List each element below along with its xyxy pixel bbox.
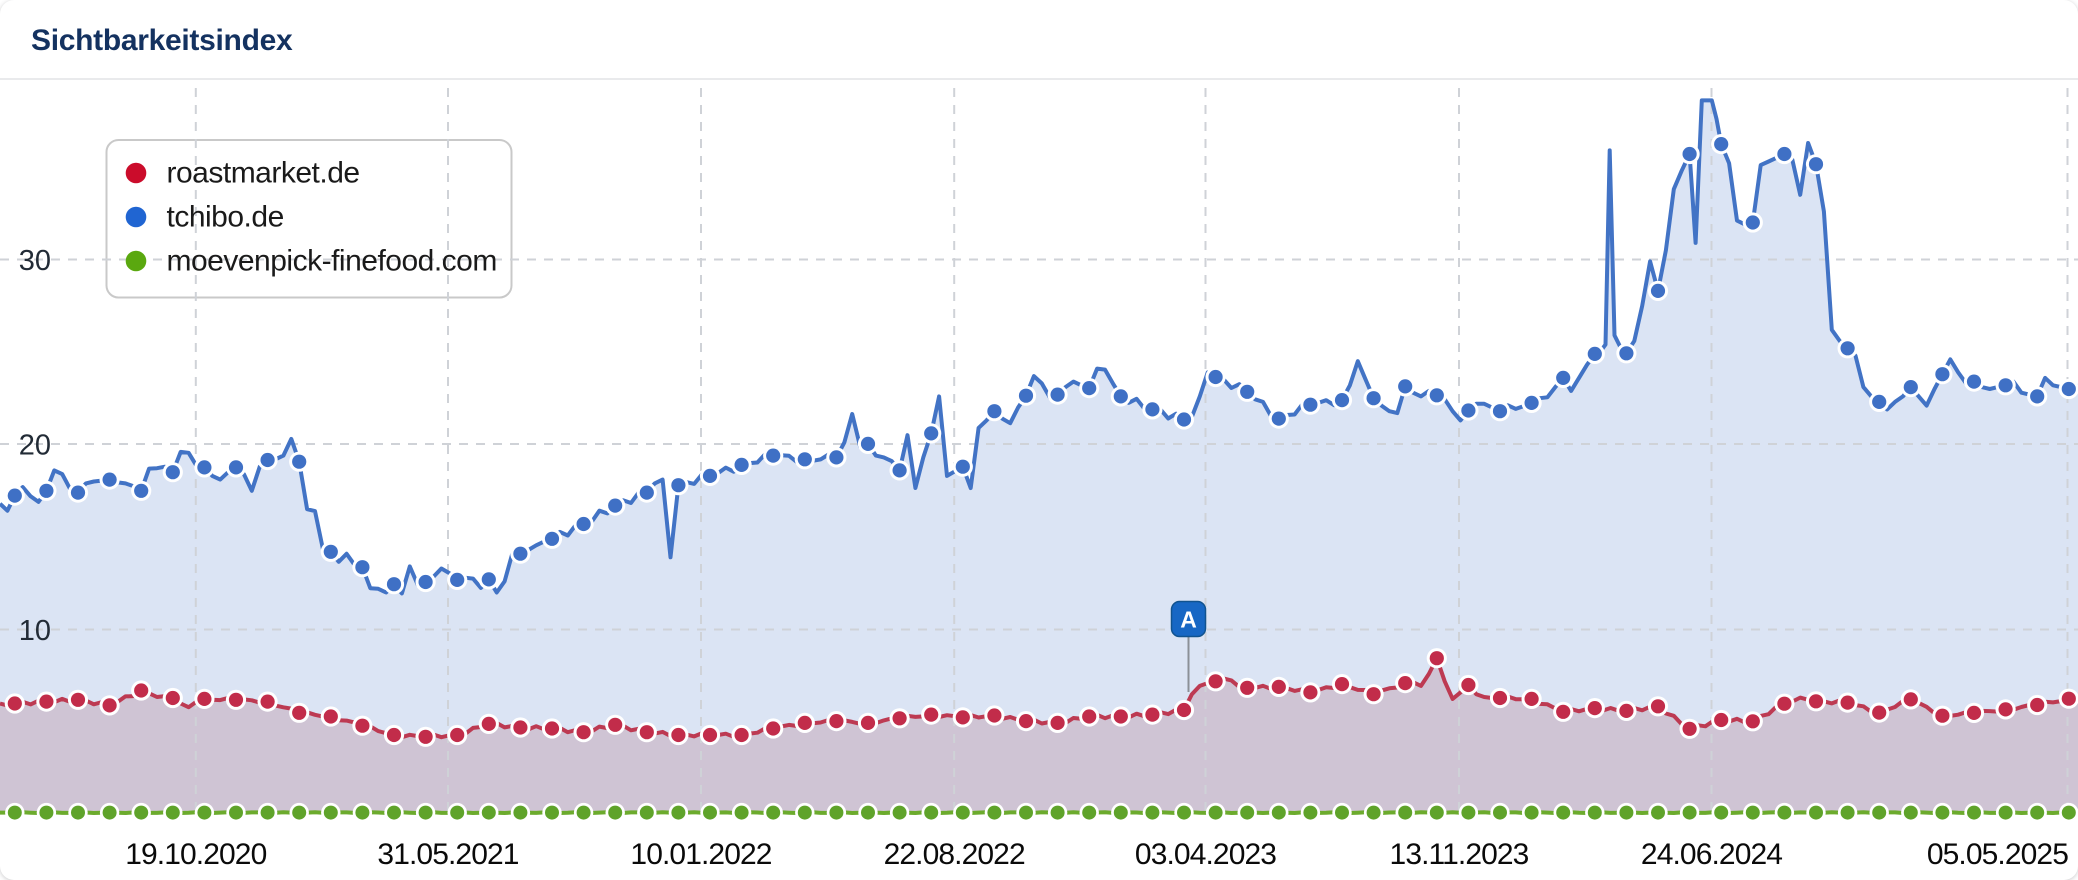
- svg-text:A: A: [1180, 607, 1197, 633]
- svg-text:moevenpick-finefood.com: moevenpick-finefood.com: [167, 245, 497, 278]
- svg-text:13.11.2023: 13.11.2023: [1390, 838, 1529, 871]
- svg-text:10.01.2022: 10.01.2022: [630, 838, 771, 871]
- svg-text:05.05.2025: 05.05.2025: [1927, 838, 2068, 871]
- svg-text:22.08.2022: 22.08.2022: [884, 838, 1025, 871]
- svg-text:03.04.2023: 03.04.2023: [1135, 838, 1276, 871]
- svg-text:19.10.2020: 19.10.2020: [125, 838, 266, 871]
- svg-text:10: 10: [19, 615, 51, 647]
- svg-text:tchibo.de: tchibo.de: [167, 201, 284, 234]
- svg-text:20: 20: [19, 430, 51, 462]
- svg-text:roastmarket.de: roastmarket.de: [167, 157, 360, 190]
- svg-text:31.05.2021: 31.05.2021: [377, 838, 518, 871]
- svg-text:30: 30: [19, 245, 51, 277]
- svg-text:24.06.2024: 24.06.2024: [1641, 838, 1782, 871]
